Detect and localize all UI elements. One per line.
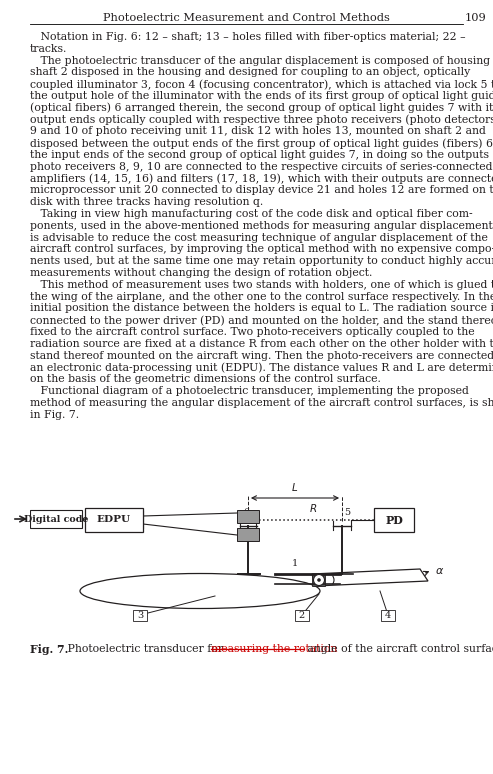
Text: 2: 2 bbox=[299, 611, 305, 620]
Text: Functional diagram of a photoelectric transducer, implementing the proposed: Functional diagram of a photoelectric tr… bbox=[30, 386, 469, 396]
Text: disposed between the output ends of the first group of optical light guides (fib: disposed between the output ends of the … bbox=[30, 139, 493, 149]
Text: measurements without changing the design of rotation object.: measurements without changing the design… bbox=[30, 268, 372, 278]
Text: initial position the distance between the holders is equal to L. The radiation s: initial position the distance between th… bbox=[30, 303, 493, 313]
Text: in Fig. 7.: in Fig. 7. bbox=[30, 409, 79, 420]
FancyBboxPatch shape bbox=[237, 510, 259, 523]
Text: the output hole of the illuminator with the ends of its first group of optical l: the output hole of the illuminator with … bbox=[30, 91, 493, 101]
Text: nents used, but at the same time one may retain opportunity to conduct highly ac: nents used, but at the same time one may… bbox=[30, 256, 493, 266]
Text: 6: 6 bbox=[243, 508, 249, 517]
Text: Fig. 7.: Fig. 7. bbox=[30, 644, 69, 655]
Text: microprocessor unit 20 connected to display device 21 and holes 12 are formed on: microprocessor unit 20 connected to disp… bbox=[30, 186, 493, 195]
Text: is advisable to reduce the cost measuring technique of angular displacement of t: is advisable to reduce the cost measurin… bbox=[30, 233, 488, 242]
FancyBboxPatch shape bbox=[374, 508, 414, 532]
Text: 3: 3 bbox=[137, 611, 143, 620]
Text: PD: PD bbox=[385, 515, 403, 526]
Text: photo receivers 8, 9, 10 are connected to the respective circuits of series-conn: photo receivers 8, 9, 10 are connected t… bbox=[30, 162, 493, 172]
Text: measuring the rotation: measuring the rotation bbox=[211, 644, 337, 654]
Text: 4: 4 bbox=[385, 611, 391, 620]
FancyBboxPatch shape bbox=[295, 610, 309, 621]
Text: aircraft control surfaces, by improving the optical method with no expensive com: aircraft control surfaces, by improving … bbox=[30, 245, 493, 255]
Text: the input ends of the second group of optical light guides 7, in doing so the ou: the input ends of the second group of op… bbox=[30, 150, 493, 160]
FancyBboxPatch shape bbox=[30, 510, 82, 528]
Text: tracks.: tracks. bbox=[30, 44, 68, 54]
Text: The photoelectric transducer of the angular displacement is composed of housing : The photoelectric transducer of the angu… bbox=[30, 56, 493, 66]
FancyBboxPatch shape bbox=[85, 508, 143, 532]
Text: $R$: $R$ bbox=[309, 502, 317, 514]
Circle shape bbox=[317, 578, 321, 582]
Text: Photoelectric Measurement and Control Methods: Photoelectric Measurement and Control Me… bbox=[103, 13, 390, 23]
Text: Taking in view high manufacturing cost of the code disk and optical fiber com-: Taking in view high manufacturing cost o… bbox=[30, 209, 473, 219]
Text: amplifiers (14, 15, 16) and filters (17, 18, 19), which with their outputs are c: amplifiers (14, 15, 16) and filters (17,… bbox=[30, 173, 493, 184]
Text: shaft 2 disposed in the housing and designed for coupling to an object, opticall: shaft 2 disposed in the housing and desi… bbox=[30, 67, 470, 77]
Text: method of measuring the angular displacement of the aircraft control surfaces, i: method of measuring the angular displace… bbox=[30, 398, 493, 408]
Circle shape bbox=[314, 574, 324, 585]
Text: an electronic data-processing unit (EDPU). The distance values R and L are deter: an electronic data-processing unit (EDPU… bbox=[30, 362, 493, 373]
Text: EDPU: EDPU bbox=[97, 515, 131, 525]
Text: $L$: $L$ bbox=[291, 481, 299, 493]
Text: disk with three tracks having resolution q.: disk with three tracks having resolution… bbox=[30, 197, 263, 207]
Polygon shape bbox=[312, 574, 325, 586]
Text: 1: 1 bbox=[292, 559, 298, 567]
Text: the wing of the airplane, and the other one to the control surface respectively.: the wing of the airplane, and the other … bbox=[30, 292, 493, 302]
Text: 109: 109 bbox=[465, 13, 487, 23]
FancyBboxPatch shape bbox=[133, 610, 147, 621]
Text: angle of the aircraft control surfaces.: angle of the aircraft control surfaces. bbox=[304, 644, 493, 654]
Text: stand thereof mounted on the aircraft wing. Then the photo-receivers are connect: stand thereof mounted on the aircraft wi… bbox=[30, 351, 493, 361]
FancyBboxPatch shape bbox=[381, 610, 395, 621]
FancyBboxPatch shape bbox=[237, 528, 259, 541]
Text: on the basis of the geometric dimensions of the control surface.: on the basis of the geometric dimensions… bbox=[30, 374, 381, 384]
Text: This method of measurement uses two stands with holders, one of which is glued t: This method of measurement uses two stan… bbox=[30, 279, 493, 289]
Text: fixed to the aircraft control surface. Two photo-receivers optically coupled to : fixed to the aircraft control surface. T… bbox=[30, 327, 475, 337]
Text: connected to the power driver (PD) and mounted on the holder, and the stand ther: connected to the power driver (PD) and m… bbox=[30, 315, 493, 326]
Text: Digital code: Digital code bbox=[24, 515, 88, 523]
Text: 9 and 10 of photo receiving unit 11, disk 12 with holes 13, mounted on shaft 2 a: 9 and 10 of photo receiving unit 11, dis… bbox=[30, 126, 486, 136]
Text: ponents, used in the above-mentioned methods for measuring angular displacements: ponents, used in the above-mentioned met… bbox=[30, 221, 493, 231]
Text: coupled illuminator 3, focon 4 (focusing concentrator), which is attached via lo: coupled illuminator 3, focon 4 (focusing… bbox=[30, 79, 493, 90]
Text: $\alpha$: $\alpha$ bbox=[435, 566, 444, 576]
Text: output ends optically coupled with respective three photo receivers (photo detec: output ends optically coupled with respe… bbox=[30, 115, 493, 125]
Text: Notation in Fig. 6: 12 – shaft; 13 – holes filled with fiber-optics material; 22: Notation in Fig. 6: 12 – shaft; 13 – hol… bbox=[30, 32, 465, 42]
Text: (optical fibers) 6 arranged therein, the second group of optical light guides 7 : (optical fibers) 6 arranged therein, the… bbox=[30, 103, 493, 113]
Text: Photoelectric transducer for: Photoelectric transducer for bbox=[64, 644, 227, 654]
Text: radiation source are fixed at a distance R from each other on the other holder w: radiation source are fixed at a distance… bbox=[30, 339, 493, 349]
Text: 5: 5 bbox=[344, 508, 350, 517]
